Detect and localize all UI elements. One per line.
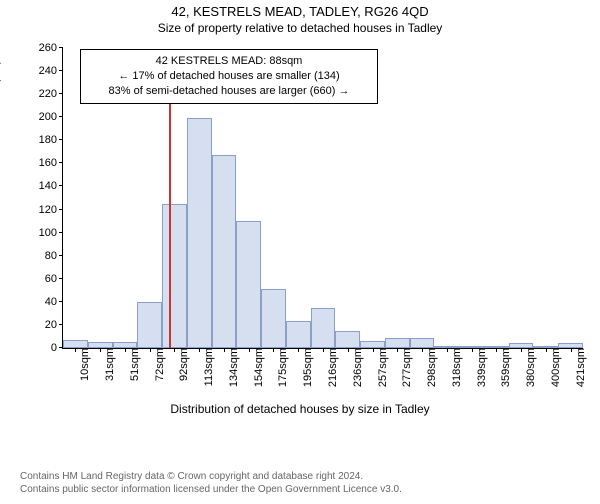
x-tick: 175sqm [269, 348, 289, 387]
page-title: 42, KESTRELS MEAD, TADLEY, RG26 4QD [0, 4, 600, 19]
y-tick-mark [59, 47, 63, 48]
histogram-bar [236, 221, 261, 348]
histogram-bar [137, 302, 162, 348]
y-tick-mark [59, 278, 63, 279]
y-tick: 100 [39, 227, 63, 239]
x-tick: 380sqm [517, 348, 537, 387]
footer-line-2: Contains public sector information licen… [20, 483, 402, 496]
x-tick: 51sqm [121, 348, 141, 381]
histogram-bar [162, 204, 187, 348]
x-tick-mark [422, 348, 423, 352]
annotation-line-2: ← 17% of detached houses are smaller (13… [89, 69, 369, 84]
x-tick: 421sqm [567, 348, 587, 387]
x-tick: 318sqm [443, 348, 463, 387]
x-tick-mark [373, 348, 374, 352]
x-tick-mark [273, 348, 274, 352]
x-tick-mark [249, 348, 250, 352]
x-tick: 10sqm [71, 348, 91, 381]
y-tick-mark [59, 162, 63, 163]
x-tick: 72sqm [146, 348, 166, 381]
y-tick: 60 [45, 273, 63, 285]
y-tick-mark [59, 139, 63, 140]
histogram-bar [63, 340, 88, 348]
x-tick: 257sqm [369, 348, 389, 387]
y-tick-mark [59, 70, 63, 71]
x-tick: 298sqm [418, 348, 438, 387]
x-tick-mark [174, 348, 175, 352]
footer: Contains HM Land Registry data © Crown c… [20, 470, 402, 496]
y-tick: 200 [39, 111, 63, 123]
y-tick-mark [59, 255, 63, 256]
x-axis-label: Distribution of detached houses by size … [0, 402, 600, 416]
histogram-bar [187, 118, 212, 348]
x-tick: 236sqm [344, 348, 364, 387]
histogram-bar [410, 338, 435, 348]
x-tick-mark [496, 348, 497, 352]
footer-line-1: Contains HM Land Registry data © Crown c… [20, 470, 402, 483]
x-tick: 359sqm [492, 348, 512, 387]
y-tick-mark [59, 93, 63, 94]
histogram-bar [311, 308, 336, 348]
y-tick-mark [59, 324, 63, 325]
y-tick-mark [59, 232, 63, 233]
histogram-bar [212, 155, 237, 348]
y-tick-mark [59, 116, 63, 117]
x-tick-mark [323, 348, 324, 352]
y-tick: 240 [39, 65, 63, 77]
x-tick: 216sqm [319, 348, 339, 387]
x-tick-mark [100, 348, 101, 352]
x-tick-mark [199, 348, 200, 352]
x-tick-mark [546, 348, 547, 352]
x-tick-mark [521, 348, 522, 352]
x-tick: 113sqm [195, 348, 215, 386]
x-tick-mark [447, 348, 448, 352]
x-tick-mark [348, 348, 349, 352]
y-tick: 260 [39, 42, 63, 54]
y-tick: 140 [39, 180, 63, 192]
annotation-line-1: 42 KESTRELS MEAD: 88sqm [89, 54, 369, 69]
x-tick-mark [150, 348, 151, 352]
y-tick: 0 [51, 342, 63, 354]
x-tick: 277sqm [393, 348, 413, 387]
y-tick: 160 [39, 157, 63, 169]
histogram-bar [335, 331, 360, 348]
y-tick-mark [59, 301, 63, 302]
annotation-line-3: 83% of semi-detached houses are larger (… [89, 84, 369, 99]
x-tick-mark [298, 348, 299, 352]
y-tick-mark [59, 185, 63, 186]
x-tick: 400sqm [542, 348, 562, 387]
x-tick-mark [125, 348, 126, 352]
y-axis-label: Number of detached properties [0, 29, 1, 194]
y-tick: 20 [45, 319, 63, 331]
x-tick-mark [397, 348, 398, 352]
x-tick: 339sqm [468, 348, 488, 387]
property-marker-line [169, 83, 171, 348]
x-tick: 31sqm [96, 348, 116, 381]
y-tick: 40 [45, 296, 63, 308]
y-tick: 220 [39, 88, 63, 100]
x-tick-mark [472, 348, 473, 352]
x-tick: 134sqm [220, 348, 240, 387]
x-tick-mark [571, 348, 572, 352]
x-tick: 154sqm [245, 348, 265, 387]
y-tick: 80 [45, 250, 63, 262]
histogram-bar [261, 289, 286, 348]
annotation-box: 42 KESTRELS MEAD: 88sqm ← 17% of detache… [80, 49, 378, 104]
y-tick: 120 [39, 204, 63, 216]
x-tick: 92sqm [170, 348, 190, 381]
histogram-bar [360, 341, 385, 348]
x-tick-mark [224, 348, 225, 352]
y-tick: 180 [39, 134, 63, 146]
y-tick-mark [59, 209, 63, 210]
x-tick-mark [75, 348, 76, 352]
histogram-bar [286, 321, 311, 348]
x-tick: 195sqm [294, 348, 314, 387]
histogram-bar [385, 338, 410, 348]
page-subtitle: Size of property relative to detached ho… [0, 21, 600, 35]
